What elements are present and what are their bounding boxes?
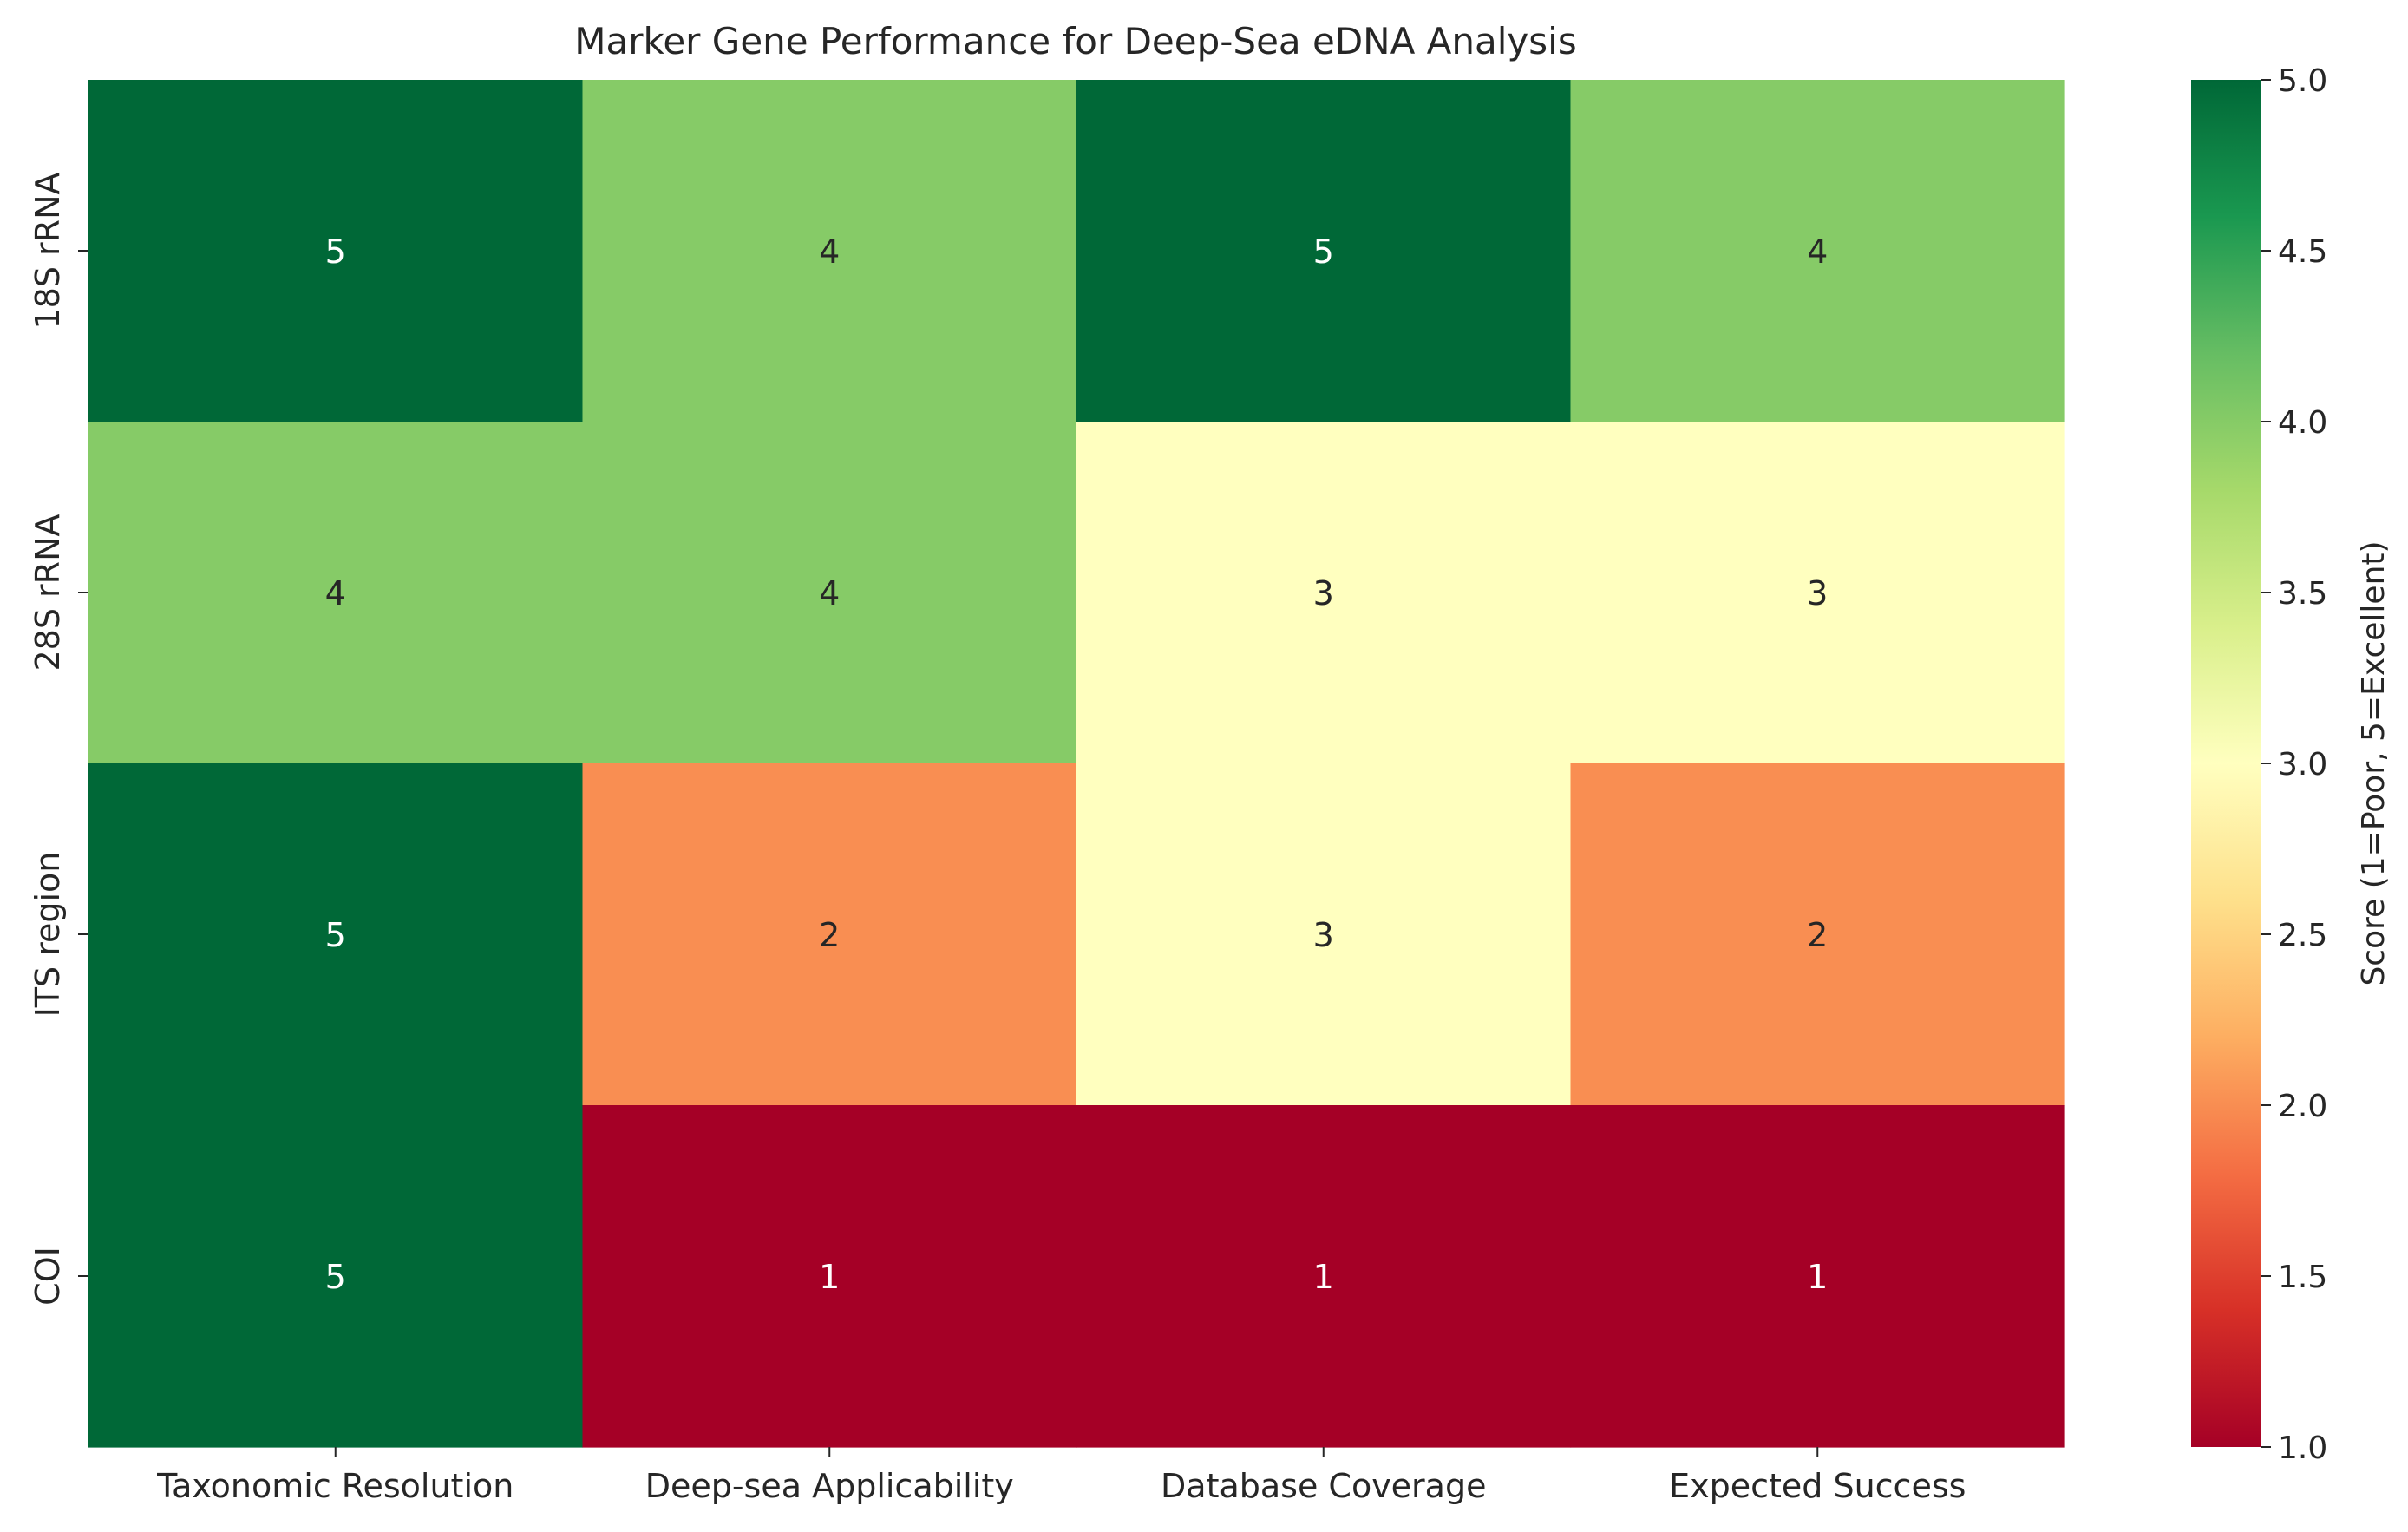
heatmap-cell bbox=[88, 80, 584, 422]
cell-annotation: 1 bbox=[1313, 1258, 1334, 1296]
heatmap-cell bbox=[88, 763, 584, 1106]
colorbar-tick-label: 1.0 bbox=[2278, 1431, 2327, 1466]
heatmap-cell bbox=[1570, 422, 2065, 764]
cell-annotations: 5 4 5 4 4 4 3 3 5 2 3 2 5 1 1 1 bbox=[325, 232, 1829, 1296]
chart-title: Marker Gene Performance for Deep-Sea eDN… bbox=[574, 20, 1576, 62]
x-tick-label: Database Coverage bbox=[1161, 1467, 1486, 1505]
x-tick-label: Expected Success bbox=[1669, 1467, 1966, 1505]
heatmap-cell bbox=[582, 80, 1077, 422]
x-tick-label: Deep-sea Applicability bbox=[645, 1467, 1014, 1505]
heatmap-cell bbox=[1570, 80, 2065, 422]
colorbar-tick-label: 5.0 bbox=[2278, 63, 2327, 99]
colorbar-tick-label: 2.0 bbox=[2278, 1089, 2327, 1124]
y-tick-label: COI bbox=[29, 1247, 67, 1306]
heatmap-cell bbox=[582, 1105, 1077, 1448]
cell-annotation: 2 bbox=[1807, 916, 1828, 954]
cell-annotation: 1 bbox=[1807, 1258, 1828, 1296]
y-tick-label: 28S rRNA bbox=[29, 514, 67, 671]
cell-annotation: 5 bbox=[325, 1258, 346, 1296]
colorbar-tick-label: 3.5 bbox=[2278, 576, 2327, 612]
heatmap-cell bbox=[582, 422, 1077, 764]
cell-annotation: 4 bbox=[325, 574, 346, 612]
cell-annotation: 5 bbox=[325, 232, 346, 271]
colorbar-tick-label: 4.0 bbox=[2278, 405, 2327, 441]
y-tick-label: ITS region bbox=[29, 852, 67, 1018]
y-axis: 18S rRNA 28S rRNA ITS region COI bbox=[29, 172, 88, 1306]
cell-annotation: 1 bbox=[819, 1258, 840, 1296]
cell-annotation: 3 bbox=[1313, 574, 1334, 612]
heatmap-cell bbox=[88, 422, 584, 764]
heatmap-cell bbox=[1076, 80, 1572, 422]
colorbar-tick-label: 2.5 bbox=[2278, 918, 2327, 953]
cell-annotation: 2 bbox=[819, 916, 840, 954]
x-axis: Taxonomic Resolution Deep-sea Applicabili… bbox=[156, 1447, 1966, 1505]
colorbar-tick-label: 1.5 bbox=[2278, 1260, 2327, 1295]
heatmap-cell bbox=[1076, 763, 1572, 1106]
colorbar-label: Score (1=Poor, 5=Excellent) bbox=[2356, 540, 2392, 985]
cell-annotation: 4 bbox=[1807, 232, 1828, 271]
heatmap-cells bbox=[88, 80, 2065, 1448]
heatmap-cell bbox=[582, 763, 1077, 1106]
cell-annotation: 3 bbox=[1807, 574, 1828, 612]
cell-annotation: 5 bbox=[1313, 232, 1334, 271]
cell-annotation: 4 bbox=[819, 232, 840, 271]
heatmap-cell bbox=[1076, 422, 1572, 764]
cell-annotation: 3 bbox=[1313, 916, 1334, 954]
cell-annotation: 5 bbox=[325, 916, 346, 954]
colorbar: 1.0 1.5 2.0 2.5 3.0 3.5 4.0 4.5 5.0 Score (1=Poor… bbox=[2191, 63, 2392, 1466]
cell-annotation: 4 bbox=[819, 574, 840, 612]
colorbar-gradient bbox=[2191, 80, 2261, 1447]
heatmap-cell bbox=[1570, 1105, 2065, 1448]
x-tick-label: Taxonomic Resolution bbox=[156, 1467, 514, 1505]
colorbar-tick-label: 4.5 bbox=[2278, 234, 2327, 270]
y-tick-label: 18S rRNA bbox=[29, 172, 67, 329]
colorbar-tick-label: 3.0 bbox=[2278, 747, 2327, 782]
heatmap-cell bbox=[88, 1105, 584, 1448]
heatmap-cell bbox=[1570, 763, 2065, 1106]
heatmap-cell bbox=[1076, 1105, 1572, 1448]
